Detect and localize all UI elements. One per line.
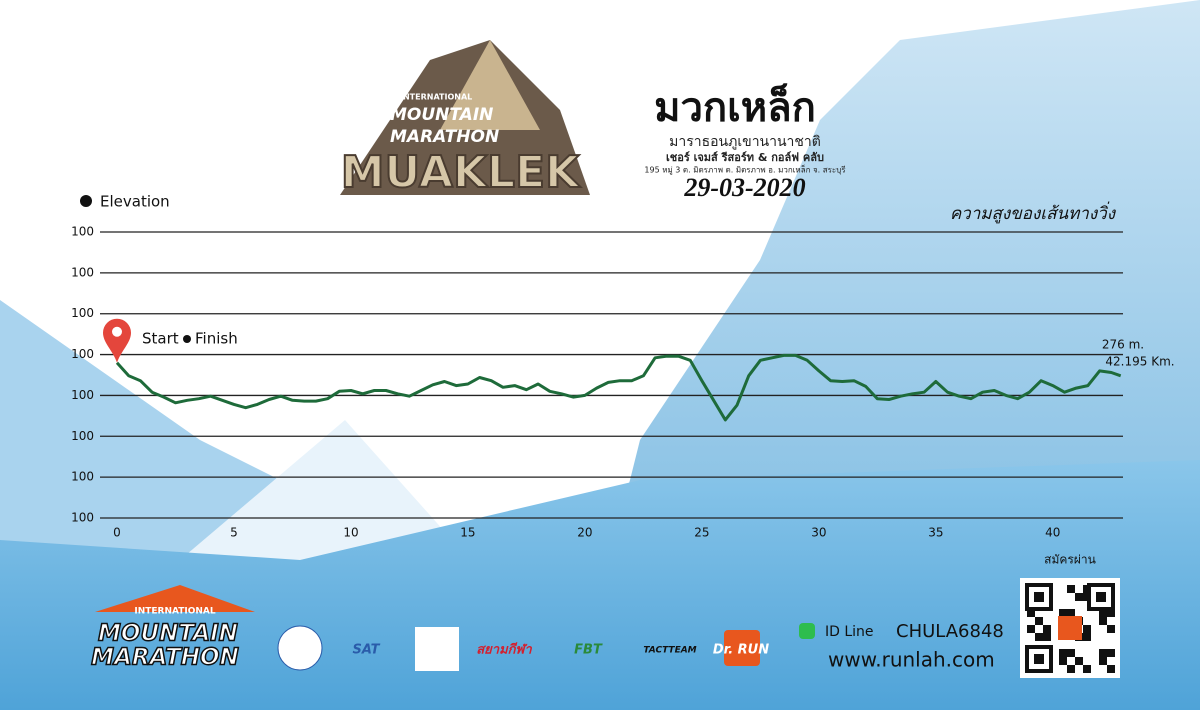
footer-logo-line1: MOUNTAIN	[98, 621, 238, 647]
qr-cell	[1059, 657, 1067, 665]
thai-subtitle: มาราธอนภูเขานานาชาติ	[669, 134, 821, 150]
chart-subtitle: ความสูงของเส้นทางวิ่ง	[950, 201, 1117, 224]
start-pin-hole	[112, 326, 122, 337]
elevation-chart: 100 100 100 100 100 100 100 100 0 5 10 15 20 25 30 35 40	[71, 225, 1123, 540]
qr-logo	[1058, 616, 1082, 640]
x-tick-label: 40	[1045, 526, 1060, 540]
sponsors: SAT สยามกีฬา FBT TACTTEAM Dr. RUN	[352, 630, 769, 666]
y-label: Elevation	[100, 193, 170, 211]
sponsor-name: FBT	[574, 643, 603, 658]
qr-cell	[1107, 665, 1115, 673]
logo-line2: MARATHON	[390, 127, 499, 147]
logo-peak	[440, 40, 540, 130]
y-tick-label: 100	[71, 470, 94, 484]
x-tick-label: 10	[343, 526, 358, 540]
footer-logo-peak	[95, 585, 255, 612]
qr-cell	[1075, 593, 1083, 601]
qr-cell	[1083, 633, 1091, 641]
qr-cell	[1067, 649, 1075, 657]
qr-finder-core	[1034, 654, 1044, 664]
x-tick-label: 0	[113, 526, 121, 540]
logo-top: INTERNATIONAL	[400, 93, 472, 102]
x-tick-label: 25	[694, 526, 709, 540]
logo-line1: MOUNTAIN	[390, 105, 493, 125]
sponsor-name: TACTTEAM	[643, 646, 696, 656]
qr-finder	[1025, 583, 1053, 611]
qr-cell	[1075, 657, 1083, 665]
sponsor-emblem	[277, 625, 323, 671]
thai-title: มวกเหล็ก	[654, 82, 816, 131]
qr-cell	[1099, 609, 1107, 617]
line-icon	[799, 623, 815, 639]
logo-name: MUAKLEK	[341, 147, 581, 198]
start-label: Start	[142, 330, 179, 348]
footer-logo-top: INTERNATIONAL	[134, 607, 216, 617]
venue: เชอร์ เจมส์ รีสอร์ท & กอล์ฟ คลับ	[666, 151, 824, 164]
start-pin	[103, 318, 131, 363]
qr-finder	[1087, 583, 1115, 611]
qr-finder-core	[1034, 592, 1044, 602]
qr-cell	[1067, 609, 1075, 617]
qr-cell	[1067, 665, 1075, 673]
qr-cell	[1035, 633, 1043, 641]
y-tick-label: 100	[71, 388, 94, 402]
qr-cell	[1059, 649, 1067, 657]
x-tick-label: 30	[811, 526, 826, 540]
qr-cell	[1059, 609, 1067, 617]
address: 195 หมู่ 3 ต. มิตรภาพ ต. มิตรภาพ อ. มวกเ…	[644, 165, 846, 176]
qr-cell	[1099, 617, 1107, 625]
qr-finder-core	[1096, 592, 1106, 602]
line-label: ID Line	[825, 624, 874, 640]
mountain-peak	[180, 420, 470, 560]
y-tick-label: 100	[71, 225, 94, 239]
end-elevation: 276 m.	[1102, 338, 1144, 352]
elevation-line	[115, 353, 1122, 422]
qr-cell	[1099, 649, 1107, 657]
qr-finder	[1025, 645, 1053, 673]
qr-cell	[1027, 625, 1035, 633]
qr-cell	[1107, 625, 1115, 633]
x-tick-label: 5	[230, 526, 238, 540]
qr-cell	[1099, 657, 1107, 665]
qr-cell	[1035, 617, 1043, 625]
website: www.runlah.com	[828, 648, 995, 672]
y-tick-label: 100	[71, 265, 94, 279]
finish-label: Finish	[195, 330, 238, 348]
sponsor-name: สยามกีฬา	[476, 642, 532, 658]
qr-cell	[1083, 665, 1091, 673]
qr-cell	[1027, 609, 1035, 617]
sponsor-name: SAT	[352, 643, 380, 658]
start-finish-dot	[183, 335, 191, 343]
y-tick-label: 100	[71, 306, 94, 320]
x-tick-label: 35	[928, 526, 943, 540]
qr-cell	[1107, 609, 1115, 617]
y-tick-label: 100	[71, 429, 94, 443]
sponsor-emblem	[415, 627, 459, 671]
sponsor-name: Dr. RUN	[713, 643, 769, 658]
x-tick-label: 15	[460, 526, 475, 540]
footer-logo-line2: MARATHON	[91, 645, 239, 671]
y-tick-label: 100	[71, 511, 94, 525]
qr-pattern	[1025, 583, 1115, 673]
date: 29-03-2020	[683, 173, 805, 202]
register-label: สมัครผ่าน	[1044, 553, 1096, 567]
line-id: CHULA6848	[896, 621, 1004, 642]
qr-cell	[1043, 633, 1051, 641]
qr-cell	[1043, 625, 1051, 633]
end-distance: 42.195 Km.	[1105, 355, 1174, 369]
legend-dot	[80, 195, 92, 207]
x-tick-label: 20	[577, 526, 592, 540]
sponsor-badge	[724, 630, 760, 666]
y-tick-label: 100	[71, 347, 94, 361]
qr-cell	[1083, 625, 1091, 633]
qr-cell	[1107, 649, 1115, 657]
qr-cell	[1067, 585, 1075, 593]
